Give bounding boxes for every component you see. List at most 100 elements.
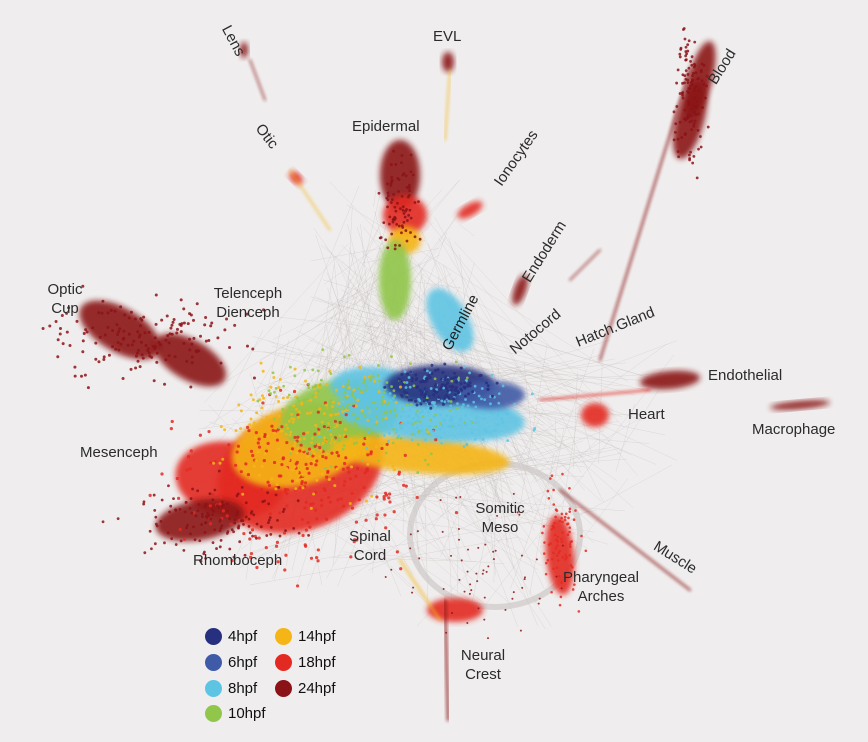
cell-24hpf (179, 330, 183, 334)
edge-line (516, 345, 548, 527)
cell-14hpf (358, 365, 362, 369)
cell-24hpf (688, 87, 692, 91)
cell-14hpf (361, 452, 365, 456)
cell-18hpf (375, 513, 379, 517)
cell-24hpf (111, 345, 115, 349)
cell-8hpf (424, 438, 427, 442)
streak-otic (289, 169, 331, 231)
cell-4hpf (459, 366, 463, 370)
cell-18hpf (402, 483, 406, 487)
cell-18hpf (559, 595, 563, 599)
cell-24hpf (695, 104, 699, 107)
edge-line (510, 348, 595, 589)
cell-18hpf (546, 489, 550, 493)
cell-14hpf (286, 426, 290, 430)
cell-10hpf (380, 402, 384, 405)
cell-8hpf (449, 404, 453, 408)
cell-8hpf (425, 432, 429, 436)
cell-18hpf (454, 511, 459, 515)
cell-24hpf (155, 524, 159, 528)
cell-10hpf (391, 441, 395, 445)
cell-14hpf (252, 421, 256, 425)
cell-14hpf (373, 379, 377, 383)
cell-10hpf (375, 414, 378, 418)
cell-8hpf (481, 411, 485, 414)
cell-24hpf (389, 183, 393, 187)
cell-8hpf (396, 409, 400, 412)
cell-14hpf (398, 385, 402, 389)
cell-24hpf (194, 514, 198, 518)
cell-14hpf (269, 414, 273, 418)
cell-8hpf (461, 405, 464, 409)
cell-14hpf (312, 452, 316, 456)
cell-18hpf (169, 426, 173, 431)
cell-24hpf (400, 224, 404, 228)
cell-24hpf (225, 531, 229, 535)
cell-24hpf (73, 365, 77, 369)
cell-14hpf (289, 449, 293, 453)
cell-24hpf (682, 27, 686, 30)
cell-18hpf (299, 443, 303, 447)
cell-24hpf (683, 108, 687, 112)
cell-14hpf (352, 388, 356, 392)
cell-10hpf (346, 406, 350, 410)
cell-14hpf (354, 404, 358, 408)
cell-24hpf (684, 50, 688, 53)
cell-18hpf (285, 492, 289, 496)
cell-24hpf (484, 543, 487, 546)
cell-18hpf (553, 521, 556, 525)
cell-18hpf (557, 551, 561, 555)
cell-24hpf (134, 354, 138, 358)
cell-24hpf (111, 329, 115, 333)
cell-24hpf (148, 354, 152, 358)
cell-24hpf (689, 59, 692, 63)
cell-10hpf (393, 394, 397, 398)
cell-14hpf (249, 393, 253, 397)
cell-24hpf (475, 572, 478, 575)
cell-14hpf (273, 431, 277, 435)
cell-18hpf (311, 454, 315, 458)
cell-18hpf (573, 583, 576, 586)
cell-24hpf (678, 92, 682, 95)
cell-14hpf (278, 377, 282, 381)
cell-18hpf (568, 510, 572, 513)
cell-8hpf (463, 365, 466, 369)
cell-24hpf (80, 374, 84, 378)
cell-24hpf (251, 347, 255, 351)
cell-8hpf (377, 407, 381, 411)
cell-24hpf (153, 542, 157, 546)
cell-18hpf (558, 603, 562, 607)
cell-24hpf (197, 349, 201, 353)
cell-18hpf (338, 420, 342, 425)
cell-18hpf (304, 500, 308, 504)
cell-24hpf (192, 525, 195, 529)
cell-18hpf (560, 537, 563, 541)
streak-blood (599, 69, 691, 361)
cell-24hpf (147, 351, 151, 355)
cell-14hpf (287, 419, 291, 423)
cell-8hpf (470, 431, 474, 435)
cell-24hpf (386, 246, 390, 250)
cell-24hpf (168, 332, 172, 336)
cell-10hpf (337, 439, 341, 443)
cell-24hpf (237, 524, 241, 528)
cell-8hpf (391, 419, 395, 423)
cell-18hpf (335, 450, 339, 455)
label-epidermal: Epidermal (352, 118, 420, 135)
cell-14hpf (234, 429, 238, 433)
cell-14hpf (325, 452, 329, 456)
cell-10hpf (360, 411, 364, 415)
cell-8hpf (410, 438, 414, 442)
cell-10hpf (396, 436, 400, 440)
legend-label: 24hpf (298, 680, 336, 697)
cell-24hpf (147, 330, 151, 334)
cell-24hpf (158, 343, 162, 347)
label-spinal-line1: Spinal (349, 528, 391, 545)
cell-18hpf (561, 520, 564, 524)
cell-10hpf (353, 421, 357, 425)
cell-24hpf (692, 124, 696, 128)
cell-18hpf (295, 460, 299, 464)
edge-line (377, 250, 381, 266)
cell-10hpf (277, 426, 281, 429)
cell-18hpf (279, 388, 283, 392)
